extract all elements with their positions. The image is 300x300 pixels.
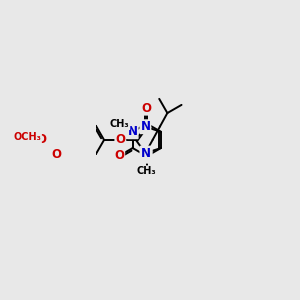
Text: CH₃: CH₃ xyxy=(110,119,130,129)
Text: O: O xyxy=(51,148,61,161)
Text: N: N xyxy=(142,150,152,163)
Text: N: N xyxy=(128,125,138,138)
Text: CH₃: CH₃ xyxy=(137,166,157,176)
Text: O: O xyxy=(142,102,152,115)
Text: OCH₃: OCH₃ xyxy=(13,133,41,142)
Text: N: N xyxy=(140,147,150,160)
Text: N: N xyxy=(140,120,150,133)
Text: O: O xyxy=(36,134,46,146)
Text: O: O xyxy=(114,149,124,162)
Text: O: O xyxy=(115,134,125,146)
